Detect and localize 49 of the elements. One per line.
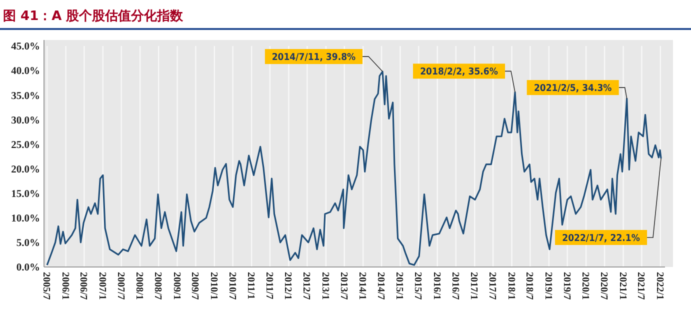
x-tick-label: 2012/1 — [282, 272, 294, 300]
x-tick-label: 2008/7 — [152, 272, 164, 300]
y-tick-label: 10.0% — [11, 214, 40, 225]
y-tick-label: 0.0% — [16, 262, 40, 274]
x-tick-label: 2019/1 — [542, 272, 554, 300]
x-tick-label: 2013/7 — [338, 272, 349, 300]
y-tick-label: 30.0% — [11, 115, 40, 126]
x-tick-label: 2011/7 — [263, 272, 274, 300]
x-tick-label: 2016/1 — [430, 272, 442, 300]
x-tick-label: 2020/7 — [598, 272, 610, 300]
chart-title: 图 41：A 股个股估值分化指数 — [3, 9, 184, 24]
y-tick-label: 25.0% — [11, 140, 40, 151]
x-tick-label: 2016/7 — [449, 272, 460, 300]
x-tick-label: 2005/7 — [40, 272, 52, 300]
x-tick-label: 2007/7 — [114, 272, 126, 300]
annotation: 2014/7/11, 39.8% — [272, 52, 356, 63]
x-tick-label: 2011/1 — [245, 272, 256, 300]
x-tick-label: 2014/7 — [375, 272, 386, 300]
x-tick-label: 2015/7 — [412, 272, 424, 300]
y-tick-label: 20.0% — [11, 164, 40, 176]
annotation: 2018/2/2, 35.6% — [420, 66, 498, 78]
x-tick-label: 2014/1 — [356, 272, 368, 300]
x-tick-label: 2012/7 — [300, 272, 312, 300]
x-tick-label: 2009/1 — [170, 272, 182, 300]
x-tick-label: 2020/1 — [580, 272, 591, 300]
x-tick-label: 2018/1 — [505, 272, 516, 300]
annotation: 2022/1/7, 22.1% — [562, 232, 640, 244]
x-tick-label: 2010/7 — [226, 272, 238, 300]
x-tick-label: 2017/1 — [468, 272, 480, 300]
x-tick-label: 2018/7 — [524, 272, 535, 300]
x-tick-label: 2019/7 — [560, 272, 572, 300]
x-tick-label: 2010/1 — [208, 272, 219, 300]
x-tick-label: 2008/1 — [134, 272, 145, 300]
x-tick-label: 2021/7 — [635, 272, 646, 300]
x-tick-label: 2009/7 — [189, 272, 200, 300]
x-tick-label: 2017/7 — [486, 272, 498, 300]
y-tick-label: 15.0% — [11, 189, 40, 200]
x-tick-label: 2006/1 — [59, 272, 70, 300]
x-tick-label: 2007/1 — [96, 272, 108, 300]
x-tick-label: 2015/1 — [394, 272, 405, 300]
y-tick-label: 40.0% — [11, 66, 40, 78]
x-tick-label: 2006/7 — [78, 272, 89, 300]
y-tick-label: 5.0% — [16, 238, 40, 250]
y-tick-label: 35.0% — [11, 90, 40, 102]
y-tick-label: 45.0% — [11, 42, 40, 53]
x-tick-label: 2013/1 — [319, 272, 330, 300]
x-tick-label: 2021/1 — [616, 272, 628, 300]
x-tick-label: 2022/1 — [654, 272, 665, 300]
annotation: 2021/2/5, 34.3% — [534, 82, 612, 94]
